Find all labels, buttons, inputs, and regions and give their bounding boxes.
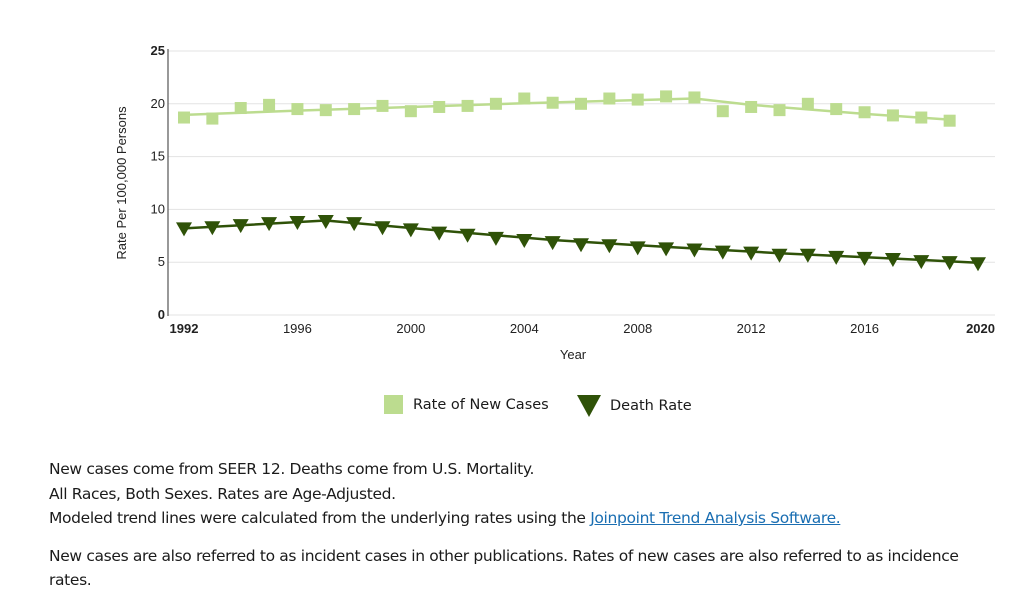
data-point-square — [830, 103, 843, 116]
legend-label: Rate of New Cases — [413, 396, 549, 413]
y-axis-label: Rate Per 100,000 Persons — [114, 106, 129, 260]
data-point-square — [461, 99, 474, 112]
y-tick-label: 10 — [151, 201, 165, 216]
y-tick-label: 15 — [151, 149, 165, 164]
data-point-triangle — [204, 221, 221, 236]
square-marker-icon — [384, 395, 403, 414]
data-point-triangle — [771, 248, 788, 263]
data-point-square — [575, 97, 587, 110]
data-point-triangle — [799, 248, 816, 263]
data-point-triangle — [658, 242, 675, 257]
note-terminology: New cases are also referred to as incide… — [49, 546, 959, 590]
data-point-triangle — [289, 216, 306, 231]
triangle-down-marker-icon — [577, 395, 601, 417]
x-tick-label: 2016 — [850, 321, 879, 336]
x-tick-label: 2000 — [396, 321, 425, 336]
legend-item-new-cases[interactable]: Rate of New Cases — [384, 395, 549, 414]
x-tick-label: 1992 — [170, 321, 199, 336]
data-point-square — [489, 97, 502, 110]
series-layer — [176, 90, 986, 272]
data-point-square — [433, 100, 446, 113]
series-new-cases — [178, 90, 956, 127]
data-point-triangle — [913, 255, 930, 270]
y-axis-ticks: 0 5 10 15 20 25 — [151, 43, 165, 322]
data-point-square — [773, 104, 786, 117]
x-tick-label: 1996 — [283, 321, 312, 336]
data-point-square — [348, 103, 361, 116]
data-point-triangle — [828, 250, 845, 265]
x-axis-ticks: 1992 1996 2000 2004 2008 2012 2016 2020 — [170, 321, 995, 336]
data-point-triangle — [346, 217, 363, 232]
joinpoint-software-link[interactable]: Joinpoint Trend Analysis Software. — [590, 509, 841, 527]
x-tick-label: 2012 — [737, 321, 766, 336]
data-point-triangle — [714, 245, 731, 260]
data-point-square — [745, 100, 758, 113]
data-point-triangle — [941, 256, 958, 271]
data-point-square — [688, 91, 701, 104]
legend-item-death-rate[interactable]: Death Rate — [577, 395, 692, 417]
data-point-square — [716, 105, 729, 118]
y-tick-label: 5 — [158, 254, 165, 269]
data-point-triangle — [374, 221, 391, 236]
data-point-triangle — [884, 252, 901, 267]
data-point-triangle — [459, 228, 476, 243]
data-point-triangle — [629, 241, 646, 256]
data-point-square — [206, 112, 219, 125]
data-point-square — [801, 97, 814, 110]
data-point-triangle — [317, 214, 334, 229]
x-tick-label: 2008 — [623, 321, 652, 336]
y-tick-label: 0 — [158, 307, 165, 322]
data-point-square — [518, 92, 531, 105]
data-point-square — [915, 111, 928, 124]
data-point-square — [263, 98, 276, 111]
data-point-square — [858, 106, 871, 119]
series-death-rate — [176, 214, 986, 272]
note-data-source: New cases come from SEER 12. Deaths come… — [49, 460, 535, 478]
data-point-triangle — [856, 251, 873, 266]
data-point-square — [886, 109, 899, 122]
data-point-triangle — [176, 222, 192, 237]
x-tick-label: 2020 — [966, 321, 995, 336]
data-point-triangle — [970, 257, 986, 272]
data-point-square — [376, 99, 389, 112]
data-point-square — [291, 103, 304, 116]
x-axis-label: Year — [560, 347, 587, 362]
data-point-triangle — [686, 243, 703, 258]
data-point-square — [603, 92, 616, 105]
data-point-triangle — [743, 246, 760, 261]
trend-chart: 0 5 10 15 20 25 1992 1996 2000 2004 2008 2012 2016 2… — [114, 43, 995, 362]
data-point-square — [546, 96, 559, 109]
note-trend-text: Modeled trend lines were calculated from… — [49, 509, 591, 527]
data-point-square — [943, 114, 956, 127]
data-point-square — [631, 93, 644, 106]
legend-label: Death Rate — [610, 398, 692, 414]
chart-legend: Rate of New Cases Death Rate — [0, 393, 1023, 423]
gridlines — [168, 50, 995, 316]
data-point-triangle — [431, 226, 448, 241]
data-point-square — [319, 104, 332, 117]
note-trend-method: Modeled trend lines were calculated from… — [49, 506, 999, 531]
data-point-triangle — [516, 233, 533, 248]
data-point-triangle — [402, 223, 419, 238]
y-tick-label: 25 — [151, 43, 165, 58]
data-point-triangle — [487, 231, 504, 246]
data-point-triangle — [232, 219, 249, 234]
data-point-triangle — [573, 238, 589, 253]
x-tick-label: 2004 — [510, 321, 539, 336]
note-population: All Races, Both Sexes. Rates are Age-Adj… — [49, 484, 396, 503]
data-point-square — [660, 90, 673, 103]
data-point-square — [234, 102, 247, 115]
data-point-square — [404, 105, 417, 118]
data-point-triangle — [601, 239, 618, 254]
data-point-square — [178, 111, 190, 124]
y-tick-label: 20 — [151, 96, 165, 111]
chart-notes: New cases come from SEER 12. Deaths come… — [49, 457, 999, 593]
data-point-triangle — [544, 236, 561, 251]
data-point-triangle — [261, 217, 278, 232]
